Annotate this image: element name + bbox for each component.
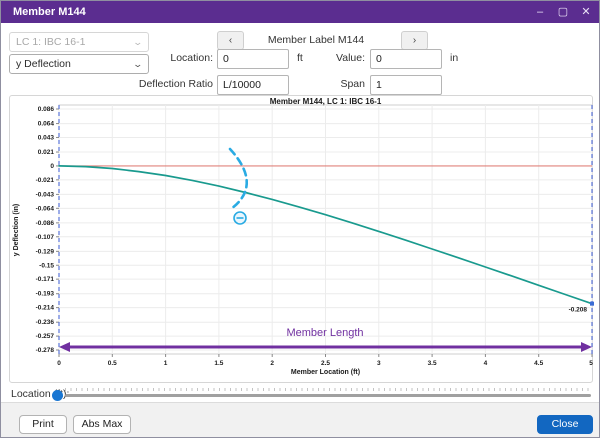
- svg-text:-0.278: -0.278: [36, 347, 55, 354]
- svg-text:-0.043: -0.043: [36, 191, 55, 198]
- plot-type-value: y Deflection: [16, 58, 71, 70]
- svg-text:-0.021: -0.021: [36, 177, 55, 184]
- svg-text:5: 5: [589, 360, 593, 367]
- svg-text:3: 3: [377, 360, 381, 367]
- location-unit: ft: [297, 52, 303, 64]
- svg-text:Member M144, LC 1: IBC 16-1: Member M144, LC 1: IBC 16-1: [270, 97, 382, 106]
- svg-text:0.086: 0.086: [38, 106, 55, 113]
- svg-text:0: 0: [50, 163, 54, 170]
- member-label: Member Label M144: [267, 34, 365, 46]
- svg-text:0.043: 0.043: [38, 134, 55, 141]
- footer-bar: Print Abs Max Close: [1, 402, 599, 437]
- close-icon[interactable]: ✕: [581, 6, 591, 18]
- title-bar[interactable]: Member M144 – ▢ ✕: [1, 1, 599, 23]
- value-input[interactable]: [370, 49, 442, 69]
- print-button[interactable]: Print: [19, 415, 67, 434]
- prev-member-button[interactable]: ‹: [217, 31, 244, 50]
- location-input[interactable]: [217, 49, 289, 69]
- svg-text:2: 2: [270, 360, 274, 367]
- maximize-icon[interactable]: ▢: [557, 6, 569, 18]
- svg-text:-0.086: -0.086: [36, 220, 55, 227]
- svg-text:-0.214: -0.214: [36, 305, 55, 312]
- svg-text:0: 0: [57, 360, 61, 367]
- svg-text:0.5: 0.5: [108, 360, 117, 367]
- svg-text:Member Location (ft): Member Location (ft): [291, 369, 360, 376]
- svg-text:1: 1: [164, 360, 168, 367]
- svg-text:-0.208: -0.208: [569, 307, 588, 314]
- span-label: Span: [340, 78, 365, 90]
- abs-max-button[interactable]: Abs Max: [73, 415, 131, 434]
- deflection-ratio-input[interactable]: [217, 75, 289, 95]
- svg-text:-0.236: -0.236: [36, 319, 55, 326]
- location-slider-track[interactable]: [65, 394, 591, 397]
- svg-text:2.5: 2.5: [321, 360, 330, 367]
- svg-text:-0.193: -0.193: [36, 291, 55, 298]
- svg-text:-0.15: -0.15: [39, 262, 54, 269]
- span-input[interactable]: [370, 75, 442, 95]
- load-combination-dropdown[interactable]: LC 1: IBC 16-1 ⌄: [9, 32, 149, 52]
- svg-text:3.5: 3.5: [428, 360, 437, 367]
- svg-text:-0.129: -0.129: [36, 248, 55, 255]
- svg-text:1.5: 1.5: [214, 360, 223, 367]
- close-button[interactable]: Close: [537, 415, 593, 434]
- svg-text:4.5: 4.5: [534, 360, 543, 367]
- deflection-chart-panel: 0.086 0.064 0.043 0.021 0 -0.021 -0.043 -0.064 -…: [9, 95, 594, 384]
- deflection-plot[interactable]: 0.086 0.064 0.043 0.021 0 -0.021 -0.043 -0.064 -…: [10, 96, 594, 384]
- svg-text:4: 4: [484, 360, 488, 367]
- value-label: Value:: [336, 52, 365, 64]
- svg-text:-0.064: -0.064: [36, 205, 55, 212]
- window-title: Member M144: [13, 6, 86, 18]
- location-label: Location:: [170, 52, 213, 64]
- svg-text:0.021: 0.021: [38, 149, 55, 156]
- location-slider-thumb[interactable]: [52, 390, 63, 401]
- next-member-button[interactable]: ›: [401, 31, 428, 50]
- chevron-down-icon: ⌄: [132, 36, 144, 47]
- svg-text:Member Length: Member Length: [286, 327, 363, 339]
- svg-text:-0.107: -0.107: [36, 234, 55, 241]
- svg-text:y Deflection (in): y Deflection (in): [13, 204, 20, 257]
- svg-text:0.064: 0.064: [38, 121, 55, 128]
- slider-tick-marks: [65, 388, 591, 391]
- svg-text:-0.257: -0.257: [36, 333, 55, 340]
- plot-type-dropdown[interactable]: y Deflection ⌄: [9, 54, 149, 74]
- deflection-ratio-label: Deflection Ratio: [138, 78, 213, 90]
- minimize-icon[interactable]: –: [536, 6, 544, 18]
- svg-text:-0.171: -0.171: [36, 276, 55, 283]
- chevron-down-icon: ⌄: [132, 58, 144, 69]
- value-unit: in: [450, 52, 459, 64]
- load-combination-value: LC 1: IBC 16-1: [16, 36, 86, 48]
